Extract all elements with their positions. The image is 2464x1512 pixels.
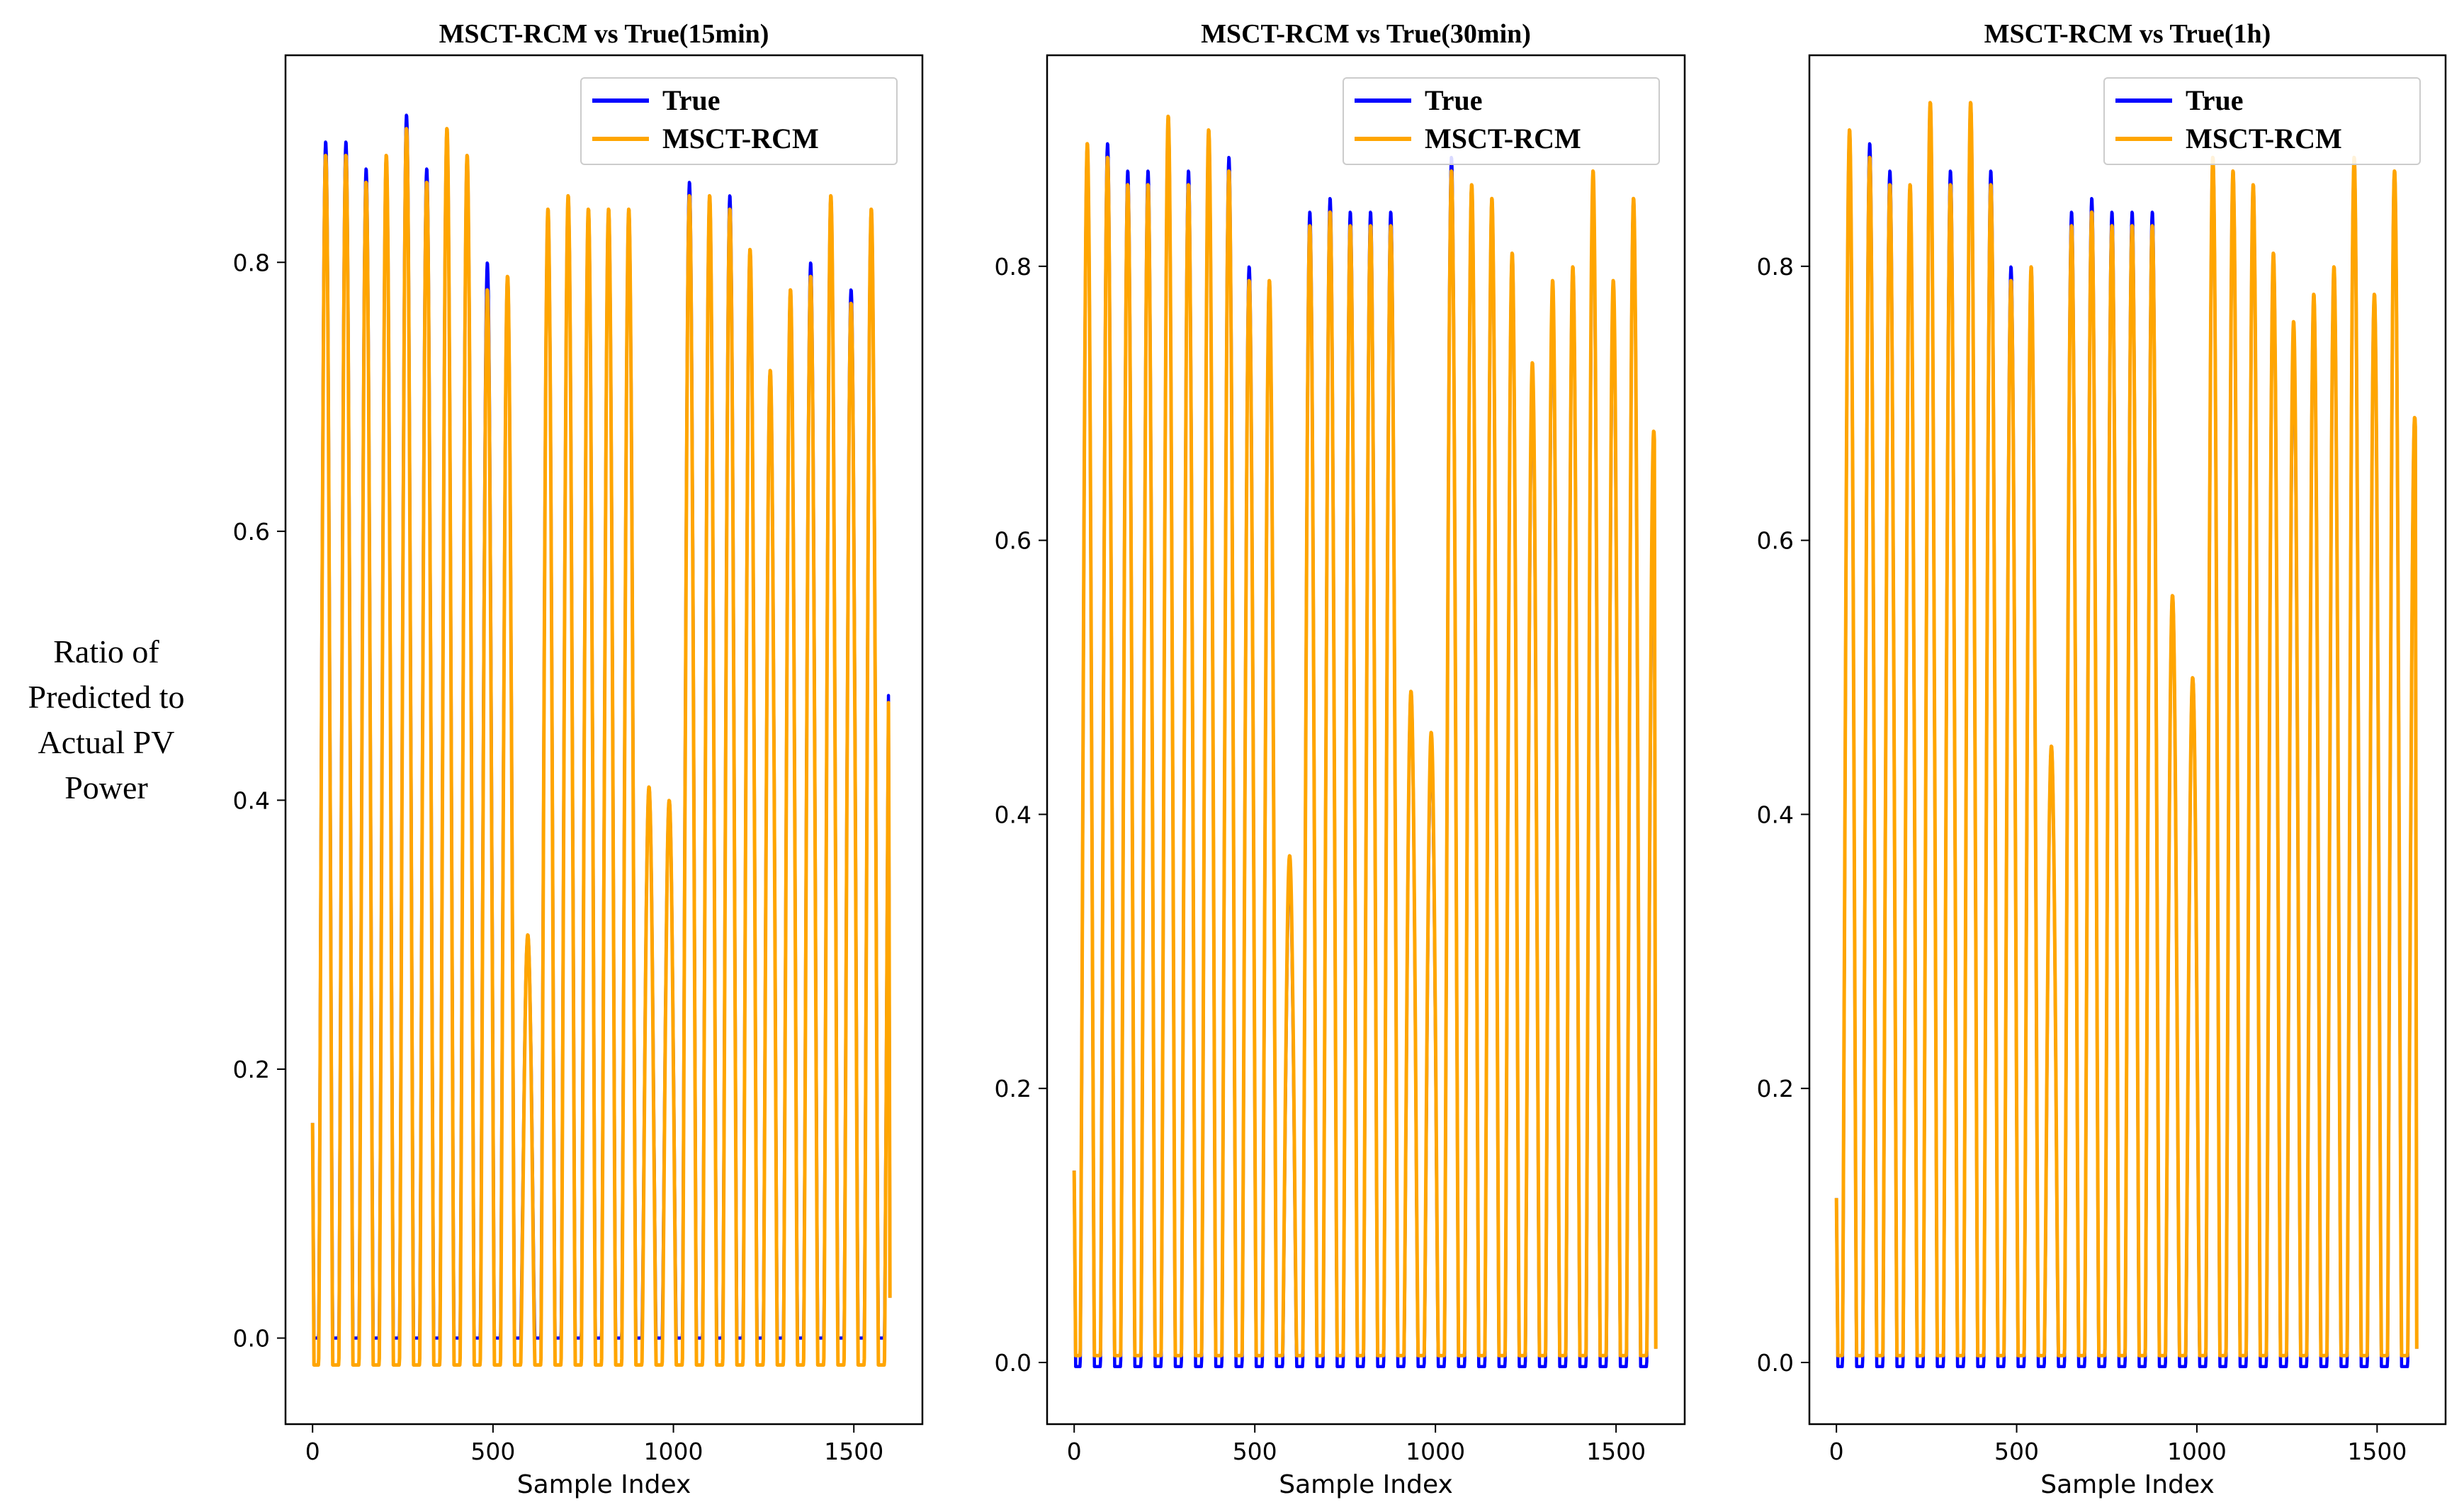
- y-tick-label: 0.6: [233, 518, 270, 546]
- x-tick-label: 500: [1233, 1438, 1277, 1465]
- chart-title: MSCT-RCM vs True(15min): [439, 19, 769, 49]
- y-tick-label: 0.6: [1757, 527, 1794, 555]
- legend-box: [2103, 77, 2421, 165]
- x-tick-label: 1500: [2347, 1438, 2407, 1465]
- y-tick-label: 0.4: [1757, 801, 1794, 828]
- plot-frame: [284, 54, 924, 1426]
- y-tick-label: 0.4: [233, 786, 270, 814]
- panel-3: MSCT-RCM vs True(1h) 0 500 1000 1500 0.0 0.2 0.…: [1757, 19, 2447, 1499]
- y-tick-label: 0.0: [995, 1349, 1032, 1377]
- panel-2: MSCT-RCM vs True(30min) 0 500 1000 1500 0.0 0.…: [995, 19, 1686, 1499]
- plot-frame: [1046, 54, 1686, 1426]
- x-tick-label: 500: [1994, 1438, 2039, 1465]
- y-tick-label: 0.2: [233, 1056, 270, 1083]
- plot-frame: [1808, 54, 2447, 1426]
- y-tick-label: 0.4: [995, 801, 1032, 828]
- y-tick-label: 0.2: [995, 1075, 1032, 1102]
- x-tick-label: 1000: [2167, 1438, 2227, 1465]
- legend-label-true: True: [1425, 84, 1482, 116]
- legend-label-msct-rcm: MSCT-RCM: [1425, 123, 1581, 154]
- y-tick-label: 0.8: [1757, 253, 1794, 281]
- legend: True MSCT-RCM: [2103, 77, 2421, 165]
- x-tick-label: 0: [305, 1438, 320, 1465]
- x-axis-label: Sample Index: [517, 1470, 691, 1499]
- y-axis-label: Ratio of Predicted to Actual PV Power: [28, 633, 185, 806]
- legend-box: [1343, 77, 1660, 165]
- chart-title: MSCT-RCM vs True(1h): [1984, 19, 2271, 49]
- legend: True MSCT-RCM: [580, 77, 898, 165]
- legend-box: [580, 77, 898, 165]
- x-tick-label: 1000: [644, 1438, 703, 1465]
- x-tick-label: 0: [1829, 1438, 1844, 1465]
- legend: True MSCT-RCM: [1343, 77, 1660, 165]
- series-line-msct-rcm: [1834, 101, 2419, 1358]
- y-tick-label: 0.8: [233, 249, 270, 276]
- y-tick-label: 0.0: [1757, 1349, 1794, 1377]
- series-line-msct-rcm: [1072, 114, 1658, 1358]
- chart-title: MSCT-RCM vs True(30min): [1201, 19, 1531, 49]
- y-tick-label: 0.8: [995, 253, 1032, 281]
- x-tick-label: 1000: [1406, 1438, 1465, 1465]
- y-tick-label: 0.0: [233, 1325, 270, 1353]
- legend-label-true: True: [2186, 84, 2243, 116]
- x-axis-label: Sample Index: [2040, 1470, 2215, 1499]
- legend-label-msct-rcm: MSCT-RCM: [2186, 123, 2342, 154]
- series-line-msct-rcm: [310, 127, 892, 1367]
- x-tick-label: 500: [470, 1438, 515, 1465]
- x-tick-label: 0: [1067, 1438, 1082, 1465]
- legend-label-msct-rcm: MSCT-RCM: [662, 123, 819, 154]
- x-axis-label: Sample Index: [1279, 1470, 1453, 1499]
- panel-1: MSCT-RCM vs True(15min) 0 500 1000 1500 0.0 0.…: [233, 19, 924, 1499]
- legend-label-true: True: [662, 84, 720, 116]
- y-tick-label: 0.6: [995, 527, 1032, 555]
- x-tick-label: 1500: [1586, 1438, 1646, 1465]
- y-tick-label: 0.2: [1757, 1075, 1794, 1102]
- x-tick-label: 1500: [824, 1438, 883, 1465]
